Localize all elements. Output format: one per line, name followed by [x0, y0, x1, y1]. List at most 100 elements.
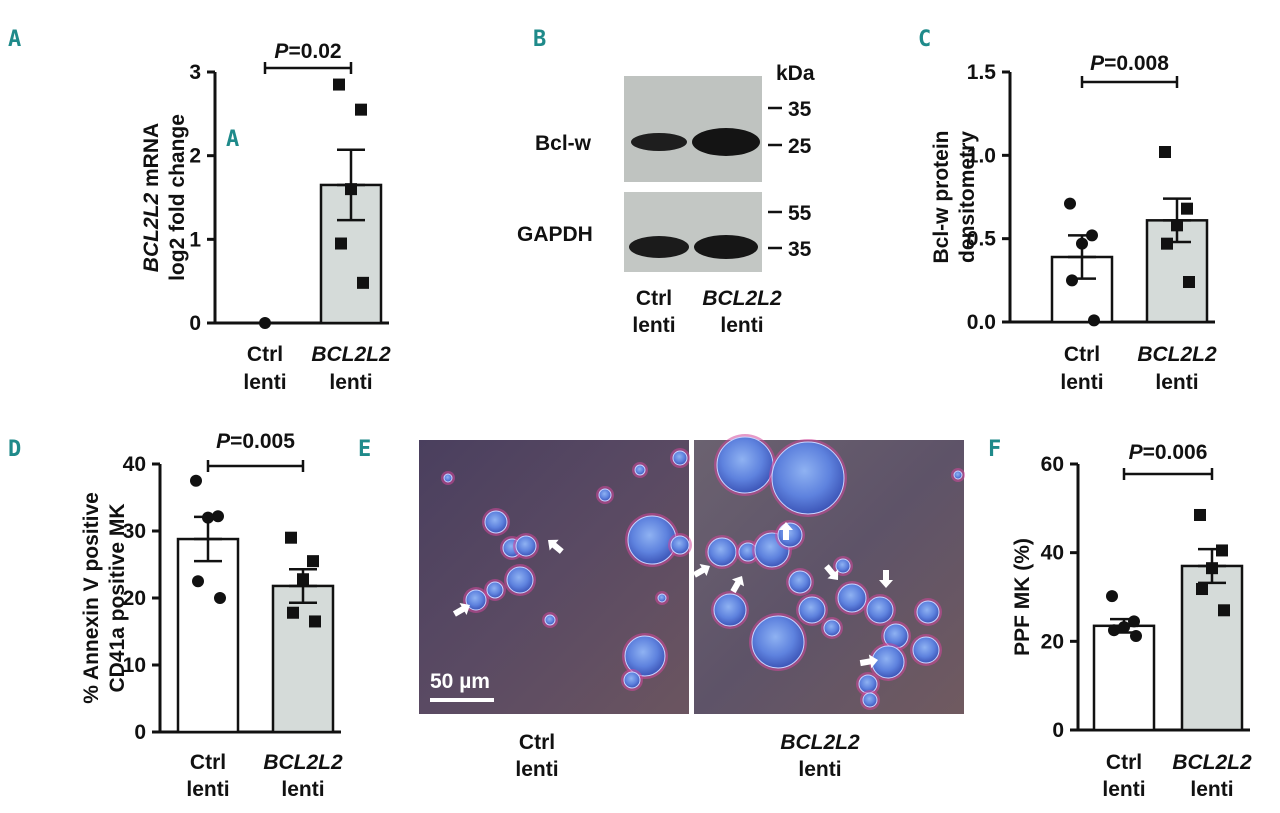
data-point-ctrl [214, 592, 226, 604]
data-point-ctrl [212, 510, 224, 523]
blot-lane-ctrl-line1: Ctrl [636, 287, 672, 310]
data-point-bcl2l2 [1194, 508, 1206, 521]
category-label-bcl2l2-line1: BCL2L2 [1172, 751, 1252, 774]
cell [716, 436, 774, 494]
category-label-bcl2l2-line2: lenti [281, 778, 324, 801]
y-tick-label: 1 [189, 228, 201, 251]
cell [506, 566, 534, 594]
blot-strip-gapdh [624, 192, 762, 272]
cell [713, 593, 747, 627]
cell [953, 470, 963, 480]
y-tick-label: 1.0 [967, 144, 996, 167]
y-axis-label-line-1: PPF MK (%) [1011, 538, 1034, 656]
data-point-bcl2l2 [1196, 583, 1208, 596]
micrograph-caption-ctrl-line2: lenti [515, 758, 558, 781]
bar-ctrl [176, 537, 240, 734]
western-blot: kDa Bcl-w GAPDH 35 25 55 35 Ctrl lenti B… [517, 62, 815, 337]
micrograph-caption-bcl2l2-line2: lenti [798, 758, 841, 781]
panel-label-e: E [358, 437, 371, 462]
data-point-ctrl [202, 511, 214, 524]
data-point-ctrl [1128, 615, 1140, 628]
marker-55: 55 [788, 202, 812, 225]
category-label-ctrl-line2: lenti [1060, 371, 1103, 394]
arrow-indicator [879, 570, 893, 588]
data-point-bcl2l2 [1218, 604, 1230, 617]
panel-label-f: F [988, 437, 1001, 462]
cell [788, 570, 812, 594]
data-point-ctrl [1064, 197, 1076, 210]
category-label-bcl2l2-line2: lenti [1190, 778, 1233, 801]
cell [871, 645, 905, 679]
data-point-bcl2l2 [333, 78, 345, 91]
data-point-bcl2l2 [297, 573, 309, 586]
y-axis-label-line-1: Bcl-w protein [930, 130, 953, 263]
marker-25: 25 [788, 135, 812, 158]
y-tick-label: 40 [123, 453, 146, 476]
y-tick-label: 0.0 [967, 311, 996, 334]
data-point-ctrl [192, 575, 204, 588]
blot-lane-bcl2l2-line1: BCL2L2 [702, 287, 782, 310]
p-value-label: P=0.005 [216, 430, 295, 453]
data-point-bcl2l2 [285, 531, 297, 544]
data-point-ctrl [1076, 237, 1088, 250]
data-point-bcl2l2 [345, 183, 357, 196]
data-point-bcl2l2 [1206, 562, 1218, 575]
y-tick-label: 40 [1041, 542, 1064, 565]
bar-bcl2l2 [271, 584, 335, 734]
blot-row-label-gapdh: GAPDH [517, 223, 593, 246]
category-label-ctrl-line1: Ctrl [190, 751, 226, 774]
data-point-bcl2l2 [1216, 544, 1228, 557]
cell [707, 537, 737, 567]
data-point-ctrl [1106, 590, 1118, 603]
cell [627, 515, 677, 565]
data-point-bcl2l2 [355, 103, 367, 116]
marker-35-top: 35 [788, 98, 812, 121]
cell [916, 600, 940, 624]
data-point-ctrl [1130, 630, 1142, 643]
cell [486, 581, 504, 599]
panel-label-a-duplicate: A [226, 127, 239, 152]
cell [544, 614, 556, 626]
cell [465, 589, 487, 611]
arrow-indicator [548, 539, 564, 554]
y-tick-label: 20 [123, 587, 146, 610]
category-label-bcl2l2-line1: BCL2L2 [263, 751, 343, 774]
y-axis-label-line-2: log2 fold change [166, 114, 189, 281]
y-tick-label: 3 [189, 61, 201, 84]
y-axis-label-line-1: % Annexin V positive [80, 492, 103, 704]
band-bclw-ctrl [631, 133, 687, 151]
arrow-indicator [779, 522, 793, 540]
data-point-ctrl [259, 317, 271, 329]
bar-bcl2l2 [1180, 564, 1244, 732]
blot-strip-bclw [624, 76, 762, 182]
band-bclw-bcl2l2 [692, 128, 760, 156]
category-label-ctrl-line1: Ctrl [247, 343, 283, 366]
band-gapdh-bcl2l2 [694, 235, 758, 259]
y-axis-label-line-2: CD41a positive MK [106, 503, 129, 692]
cell [912, 636, 940, 664]
blot-lane-ctrl-line2: lenti [632, 314, 675, 337]
data-point-bcl2l2 [1161, 237, 1173, 250]
data-point-bcl2l2 [1181, 202, 1193, 215]
data-point-bcl2l2 [1159, 146, 1171, 158]
y-tick-label: 0 [189, 312, 201, 335]
y-tick-label: 20 [1041, 630, 1064, 653]
data-point-ctrl [1086, 229, 1098, 242]
cell [515, 535, 537, 557]
data-point-ctrl [1066, 274, 1078, 287]
cell [798, 596, 826, 624]
chart-a-bcl2l2-mrna: 0 1 2 3 BCL2L2 mRNA log2 fold change Ctrl lenti… [140, 40, 391, 394]
cell [866, 596, 894, 624]
y-tick-label: 60 [1041, 453, 1064, 476]
blot-lane-bcl2l2-line2: lenti [720, 314, 763, 337]
y-tick-label: 1.5 [967, 61, 997, 84]
category-label-bcl2l2-line1: BCL2L2 [311, 343, 391, 366]
cell [657, 593, 667, 603]
arrow-indicator [452, 602, 470, 617]
cell [670, 535, 690, 555]
micrograph-panel: 50 µm Ctrl lenti BCL2L2 lenti [419, 434, 965, 781]
data-point-ctrl [1108, 624, 1120, 637]
data-point-ctrl [190, 474, 202, 487]
category-label-ctrl-line2: lenti [243, 371, 286, 394]
